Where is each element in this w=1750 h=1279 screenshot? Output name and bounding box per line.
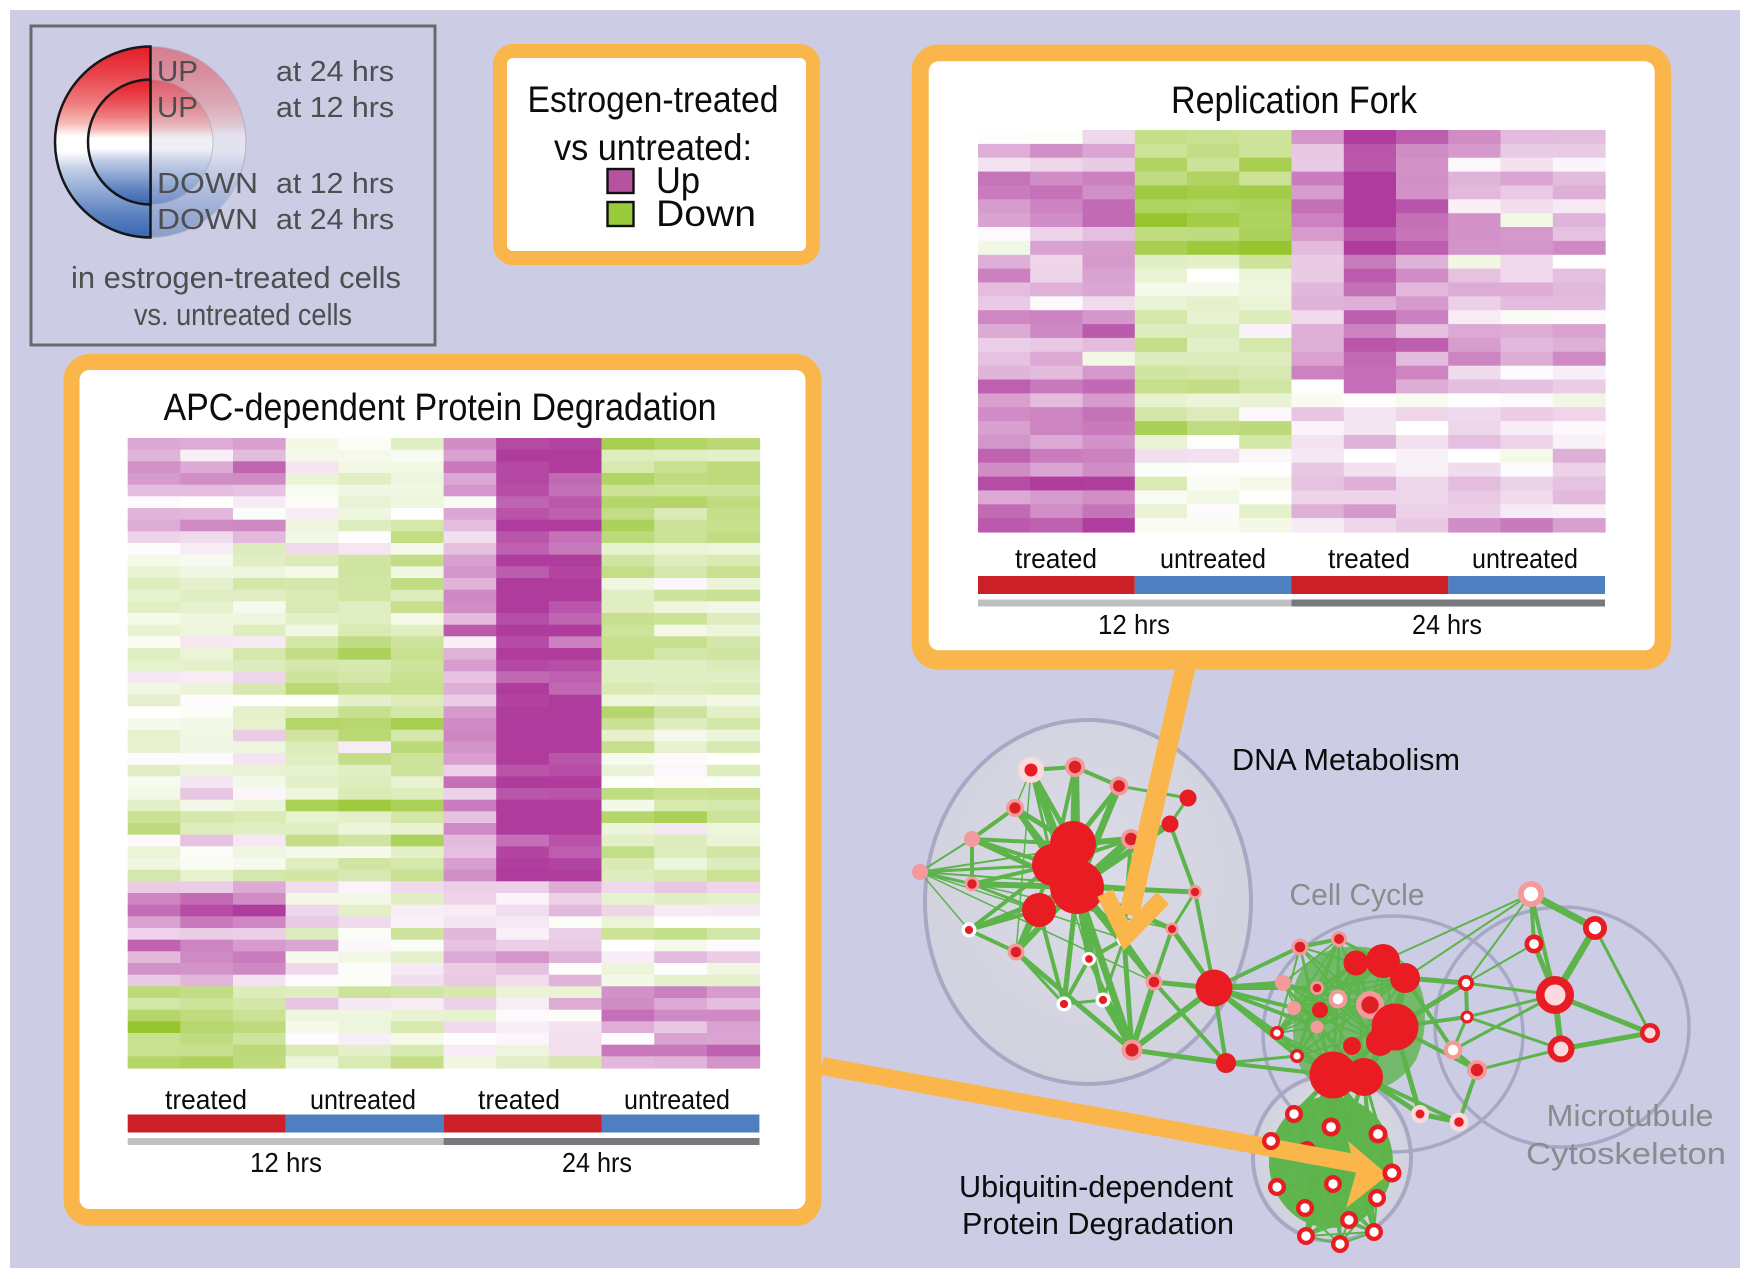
svg-text:Down: Down	[656, 193, 756, 234]
svg-text:vs untreated:: vs untreated:	[554, 127, 752, 168]
svg-text:24 hrs: 24 hrs	[1412, 609, 1482, 640]
svg-text:DOWN: DOWN	[157, 168, 258, 200]
svg-text:Microtubule: Microtubule	[1547, 1098, 1714, 1133]
svg-text:at 24 hrs: at 24 hrs	[276, 204, 394, 236]
svg-text:treated: treated	[1015, 543, 1097, 574]
svg-text:untreated: untreated	[624, 1084, 730, 1115]
svg-text:in estrogen-treated cells: in estrogen-treated cells	[71, 260, 401, 295]
svg-text:APC-dependent Protein Degradat: APC-dependent Protein Degradation	[164, 387, 717, 429]
svg-text:24 hrs: 24 hrs	[562, 1147, 632, 1178]
svg-text:vs. untreated cells: vs. untreated cells	[134, 297, 352, 332]
svg-text:DNA Metabolism: DNA Metabolism	[1232, 742, 1460, 777]
svg-text:Estrogen-treated: Estrogen-treated	[528, 79, 779, 120]
svg-text:UP: UP	[157, 92, 198, 124]
svg-text:UP: UP	[157, 56, 198, 88]
svg-text:untreated: untreated	[1160, 543, 1266, 574]
svg-text:treated: treated	[478, 1084, 560, 1115]
svg-text:DOWN: DOWN	[157, 204, 258, 236]
svg-text:at 24 hrs: at 24 hrs	[276, 56, 394, 88]
svg-text:Protein Degradation: Protein Degradation	[962, 1206, 1234, 1241]
svg-text:untreated: untreated	[1472, 543, 1578, 574]
svg-text:treated: treated	[1328, 543, 1410, 574]
svg-text:at 12 hrs: at 12 hrs	[276, 92, 394, 124]
svg-text:Replication Fork: Replication Fork	[1171, 80, 1418, 122]
svg-text:treated: treated	[165, 1084, 247, 1115]
svg-text:at 12 hrs: at 12 hrs	[276, 168, 394, 200]
svg-text:untreated: untreated	[310, 1084, 416, 1115]
svg-text:Up: Up	[656, 160, 700, 201]
svg-text:Cell Cycle: Cell Cycle	[1290, 877, 1425, 912]
svg-text:Ubiquitin-dependent: Ubiquitin-dependent	[959, 1169, 1233, 1204]
svg-text:12 hrs: 12 hrs	[1098, 609, 1170, 640]
svg-text:12 hrs: 12 hrs	[250, 1147, 322, 1178]
svg-text:Cytoskeleton: Cytoskeleton	[1526, 1136, 1726, 1171]
